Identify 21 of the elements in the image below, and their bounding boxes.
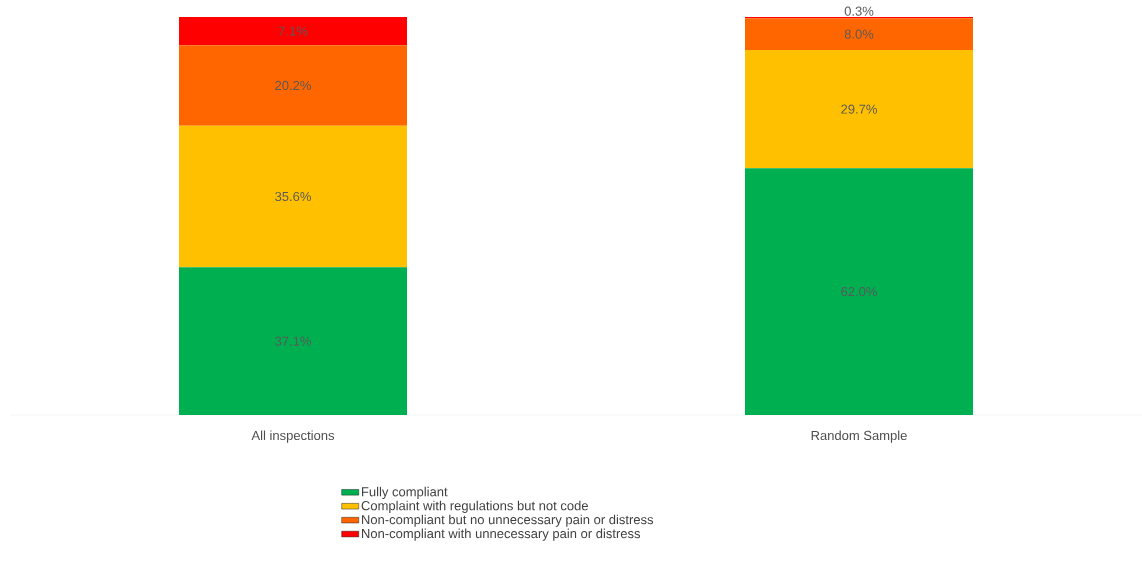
bar [179,16,408,46]
bar [179,45,408,126]
legend-label: Complaint with regulations but not code [361,500,588,513]
data-label: 37.1% [275,336,311,346]
bar [745,18,973,51]
data-label: 62.0% [841,287,877,297]
data-label: 7.1% [278,26,308,36]
bar [179,267,408,415]
x-tick-label: Random Sample [811,430,907,443]
bar [179,125,408,268]
x-tick-label: All inspections [251,430,335,443]
data-label: 29.7% [841,104,877,114]
data-label: 20.2% [275,80,311,91]
legend-label: Fully compliant [362,486,448,499]
legend-label: Non-compliant with unnecessary pain or distress [362,528,641,541]
data-label: 0.3% [844,6,874,16]
bar [745,50,973,169]
legend-label: Non-compliant but no unnecessary pain or distress [362,514,654,527]
bar [745,168,973,415]
data-label: 35.6% [275,191,311,202]
data-label: 8.0% [844,29,874,39]
